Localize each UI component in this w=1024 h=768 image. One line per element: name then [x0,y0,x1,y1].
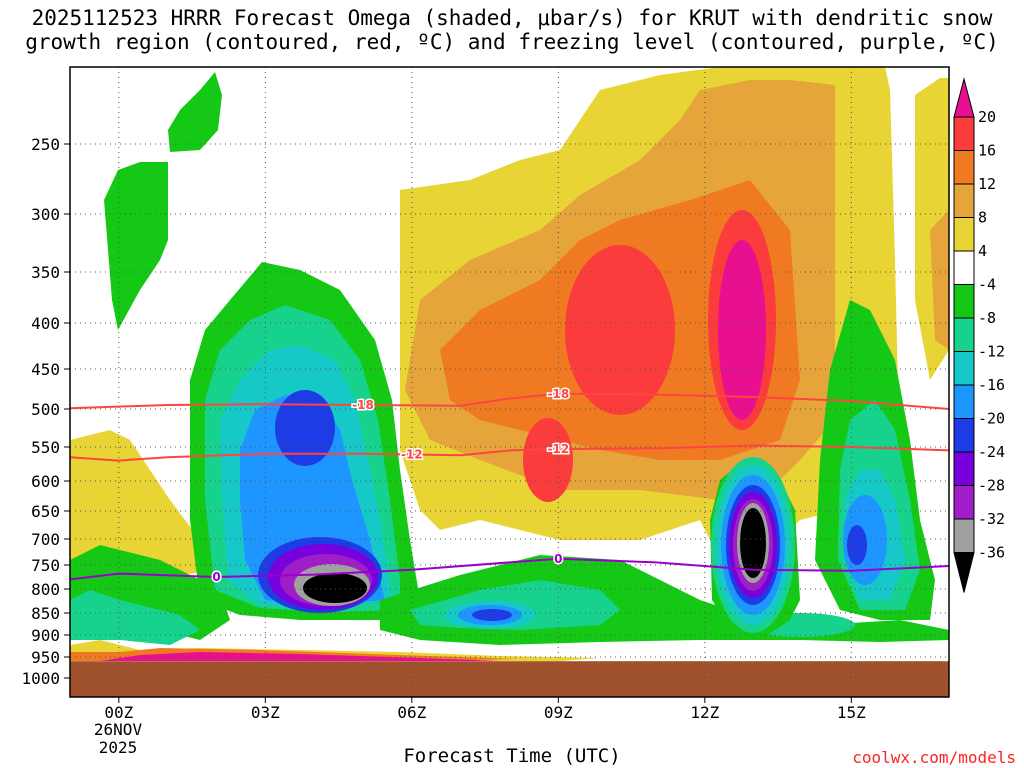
colorbar-label-16: 16 [978,142,996,160]
omega-lowlevel-band-navy [472,609,512,621]
omega-upper-left-green-2 [168,72,222,152]
colorbar-bin-10 [953,418,975,453]
colorbar-bin-9 [953,384,975,419]
colorbar-bottom-arrow [953,552,975,593]
y-tick-label-450: 450 [31,360,60,379]
omega-rising-lt-36 [303,573,367,603]
y-tick-label-800: 800 [31,580,60,599]
y-tick-label-850: 850 [31,604,60,623]
omega-13z-black [740,508,766,578]
colorbar-label--8: -8 [978,309,996,327]
chart-title: 2025112523 HRRR Forecast Omega (shaded, … [0,6,1024,54]
y-tick-label-950: 950 [31,648,60,667]
colorbar-bin-7 [953,317,975,352]
x-axis: 26NOV 2025 00Z 03Z 06Z 09Z 12Z 15Z [94,697,866,757]
omega-field [70,67,949,697]
y-tick-label-1000: 1000 [21,669,60,688]
y-tick-label-250: 250 [31,135,60,154]
x-tick-label-09Z: 09Z [544,703,573,722]
y-tick-label-600: 600 [31,472,60,491]
y-tick-label-700: 700 [31,530,60,549]
colorbar-bin-3 [953,183,975,218]
omega-sinking-gt20 [718,240,766,420]
ground-below-surface [70,661,949,697]
title-line-2: growth region (contoured, red, ºC) and f… [25,30,999,54]
x-tick-label-03Z: 03Z [251,703,280,722]
x-tick-label-12Z: 12Z [690,703,719,722]
contour--12 [70,444,949,462]
colorbar-bin-1 [953,116,975,151]
colorbar-bin-11 [953,451,975,486]
contour-0 [70,557,949,581]
x-tick-label-00Z: 00Z [104,703,133,722]
colorbar-bin-12 [953,485,975,520]
contour-label--12: -12 [401,447,423,461]
colorbar-bin-5 [953,250,975,285]
credit-text: coolwx.com/models [852,748,1016,767]
y-tick-label-650: 650 [31,502,60,521]
x-tick-label-15Z: 15Z [837,703,866,722]
colorbar-label--32: -32 [978,510,1005,528]
colorbar-label--4: -4 [978,276,996,294]
colorbar-label--28: -28 [978,477,1005,495]
colorbar-bin-8 [953,351,975,386]
colorbar-label-4: 4 [978,242,987,260]
colorbar-label-20: 20 [978,108,996,126]
colorbar-label--24: -24 [978,443,1005,461]
contour-label--12: -12 [547,442,569,456]
colorbar-label--12: -12 [978,343,1005,361]
y-tick-label-500: 500 [31,400,60,419]
y-tick-label-400: 400 [31,314,60,333]
grid [70,67,949,697]
contour-label-0: 0 [554,552,562,566]
title-line-1: 2025112523 HRRR Forecast Omega (shaded, … [31,6,993,30]
contour--18 [70,392,949,410]
y-tick-label-900: 900 [31,626,60,645]
x-tick-label-06Z: 06Z [397,703,426,722]
x-axis-title: Forecast Time (UTC) [403,745,621,767]
y-tick-label-750: 750 [31,556,60,575]
omega-sinking-16-20 [565,245,675,415]
colorbar-label--16: -16 [978,376,1005,394]
y-tick-label-300: 300 [31,205,60,224]
colorbar-label--36: -36 [978,544,1005,562]
contour-label--18: -18 [352,398,374,412]
colorbar-label--20: -20 [978,410,1005,428]
y-tick-label-550: 550 [31,438,60,457]
plot-border [69,66,950,698]
contour-label-0: 0 [212,570,220,584]
colorbar: 20 16 12 8 4 -4 -8 -12 -16 -20 -24 -28 -32 -36 [953,77,1005,593]
date-label-year: 2025 [99,738,138,757]
colorbar-label-8: 8 [978,209,987,227]
y-axis: 250 300 350 400 450 500 550 600 650 700 750 800 850 9… [21,135,70,688]
date-label-day: 26NOV [94,720,143,739]
colorbar-bin-13 [953,518,975,553]
colorbar-top-arrow [953,77,975,118]
omega-sinking-8-12-right [930,210,949,350]
y-tick-label-350: 350 [31,263,60,282]
omega-left-rising-8-12 [70,590,200,645]
contour-lines: -18 -18 -12 -12 0 0 [70,385,949,586]
colorbar-bin-6 [953,284,975,319]
omega-15z-navy [847,525,867,565]
omega-sinking-16-20-lower [523,418,573,502]
colorbar-bin-4 [953,217,975,252]
colorbar-bin-2 [953,150,975,185]
contour-label--18: -18 [547,387,569,401]
colorbar-label-12: 12 [978,175,996,193]
omega-upper-left-green [104,162,168,330]
